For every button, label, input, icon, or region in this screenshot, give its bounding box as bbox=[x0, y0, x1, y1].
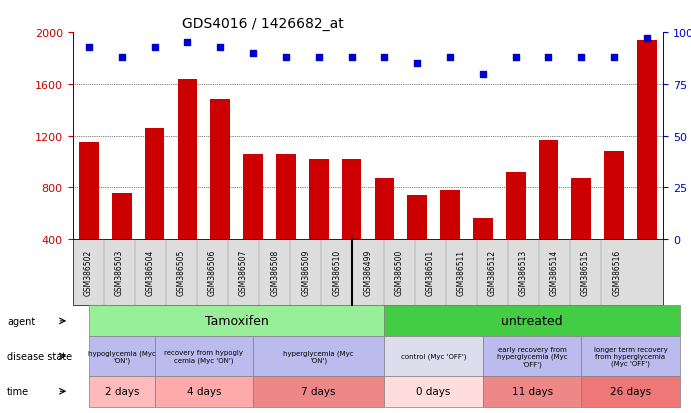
Text: control (Myc 'OFF'): control (Myc 'OFF') bbox=[401, 353, 466, 359]
Bar bbox=[539, 140, 558, 291]
Text: agent: agent bbox=[7, 316, 35, 326]
Point bbox=[182, 40, 193, 47]
Bar bbox=[145, 128, 164, 291]
Point bbox=[510, 55, 521, 61]
Text: GSM386502: GSM386502 bbox=[84, 249, 93, 296]
Text: recovery from hypogly
cemia (Myc 'ON'): recovery from hypogly cemia (Myc 'ON') bbox=[164, 349, 243, 363]
Point bbox=[477, 71, 489, 78]
Text: disease state: disease state bbox=[7, 351, 72, 361]
Text: untreated: untreated bbox=[501, 315, 563, 328]
Bar bbox=[473, 219, 493, 291]
Text: GSM386499: GSM386499 bbox=[363, 249, 372, 296]
Text: GSM386505: GSM386505 bbox=[177, 249, 186, 296]
Text: 7 days: 7 days bbox=[301, 386, 336, 396]
Text: count: count bbox=[88, 412, 117, 413]
Text: 0 days: 0 days bbox=[417, 386, 451, 396]
Text: GSM386512: GSM386512 bbox=[488, 249, 497, 296]
Point bbox=[281, 55, 292, 61]
Text: Tamoxifen: Tamoxifen bbox=[205, 315, 269, 328]
Text: GSM386508: GSM386508 bbox=[270, 249, 279, 296]
Point bbox=[247, 50, 258, 57]
Bar bbox=[309, 159, 329, 291]
Bar bbox=[408, 196, 427, 291]
Text: 11 days: 11 days bbox=[511, 386, 553, 396]
Text: GSM386501: GSM386501 bbox=[426, 249, 435, 296]
Bar bbox=[342, 159, 361, 291]
Point bbox=[412, 61, 423, 67]
Text: time: time bbox=[7, 386, 29, 396]
Text: GSM386507: GSM386507 bbox=[239, 249, 248, 296]
Text: GSM386504: GSM386504 bbox=[146, 249, 155, 296]
Point bbox=[149, 44, 160, 51]
Text: GSM386509: GSM386509 bbox=[301, 249, 310, 296]
Bar bbox=[243, 154, 263, 291]
Text: GSM386506: GSM386506 bbox=[208, 249, 217, 296]
Bar bbox=[506, 173, 526, 291]
Text: GSM386510: GSM386510 bbox=[332, 249, 341, 296]
Text: hyperglycemia (Myc
'ON'): hyperglycemia (Myc 'ON') bbox=[283, 349, 354, 363]
Point bbox=[346, 55, 357, 61]
Bar bbox=[440, 190, 460, 291]
Bar bbox=[276, 154, 296, 291]
Bar bbox=[178, 79, 198, 291]
Point bbox=[313, 55, 324, 61]
Point bbox=[116, 55, 127, 61]
Point bbox=[641, 36, 652, 43]
Text: GSM386516: GSM386516 bbox=[612, 249, 621, 296]
Text: 26 days: 26 days bbox=[610, 386, 651, 396]
Text: early recovery from
hyperglycemia (Myc
'OFF'): early recovery from hyperglycemia (Myc '… bbox=[497, 346, 567, 367]
Bar bbox=[637, 41, 657, 291]
Text: ■: ■ bbox=[73, 412, 83, 413]
Bar bbox=[375, 179, 394, 291]
Point bbox=[609, 55, 620, 61]
Point bbox=[543, 55, 554, 61]
Point bbox=[576, 55, 587, 61]
Text: GSM386511: GSM386511 bbox=[457, 249, 466, 296]
Bar bbox=[79, 143, 99, 291]
Point bbox=[444, 55, 455, 61]
Text: GSM386503: GSM386503 bbox=[115, 249, 124, 296]
Text: GSM386515: GSM386515 bbox=[581, 249, 590, 296]
Point bbox=[215, 44, 226, 51]
Text: GSM386514: GSM386514 bbox=[550, 249, 559, 296]
Point bbox=[84, 44, 95, 51]
Bar bbox=[112, 193, 131, 291]
Bar bbox=[604, 152, 624, 291]
Point bbox=[379, 55, 390, 61]
Text: 2 days: 2 days bbox=[104, 386, 139, 396]
Text: hypoglycemia (Myc
'ON'): hypoglycemia (Myc 'ON') bbox=[88, 349, 155, 363]
Text: 4 days: 4 days bbox=[187, 386, 221, 396]
Text: GSM386500: GSM386500 bbox=[395, 249, 404, 296]
Bar bbox=[571, 179, 591, 291]
Text: GSM386513: GSM386513 bbox=[519, 249, 528, 296]
Text: GDS4016 / 1426682_at: GDS4016 / 1426682_at bbox=[182, 17, 343, 31]
Bar bbox=[211, 100, 230, 291]
Text: longer term recovery
from hyperglycemia
(Myc 'OFF'): longer term recovery from hyperglycemia … bbox=[594, 346, 668, 366]
